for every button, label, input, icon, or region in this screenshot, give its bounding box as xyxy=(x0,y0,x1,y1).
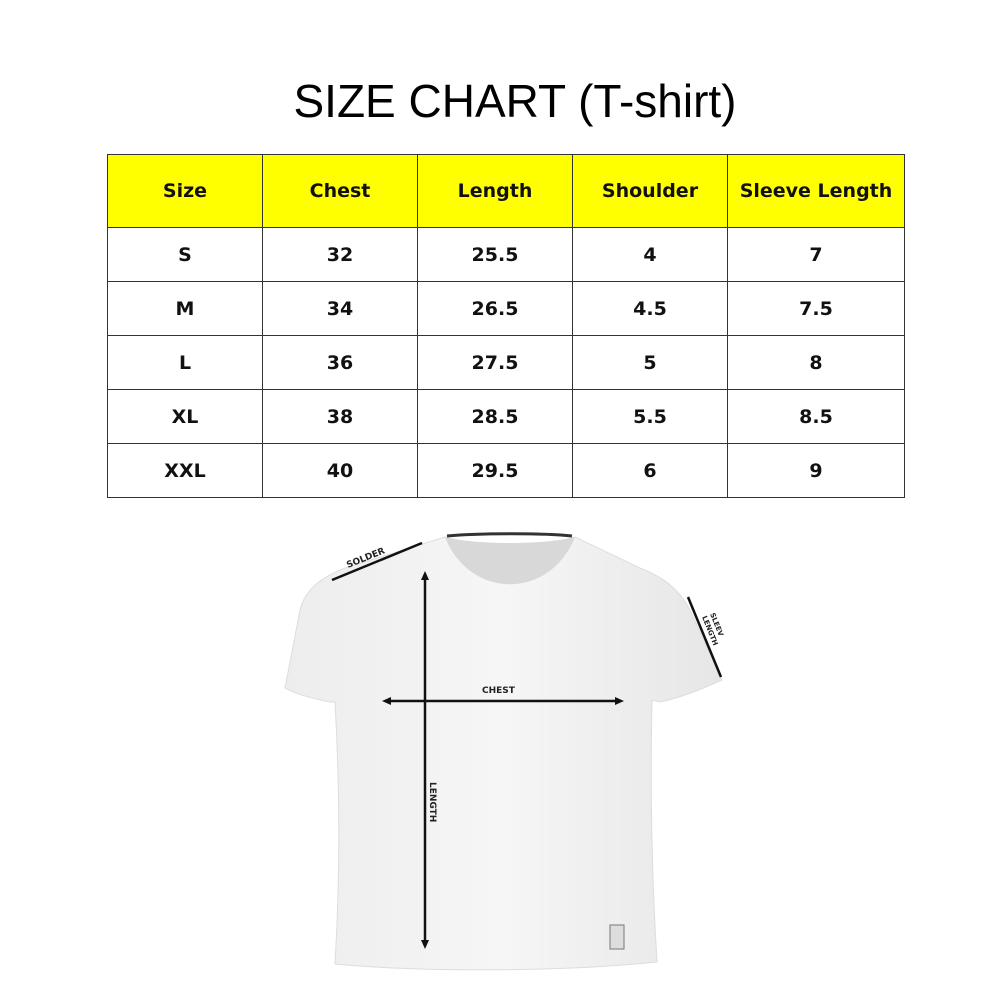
svg-text:LENGTH: LENGTH xyxy=(427,782,437,822)
header-chest: Chest xyxy=(262,154,418,228)
tshirt-shape xyxy=(284,536,723,971)
table-cell-shoulder: 6 xyxy=(572,443,728,498)
table-cell-size: S xyxy=(107,227,263,282)
table-cell-length: 25.5 xyxy=(417,227,573,282)
table-cell-size: XXL xyxy=(107,443,263,498)
table-header-row: Size Chest Length Shoulder Sleeve Length xyxy=(107,154,905,228)
table-cell-length: 26.5 xyxy=(417,281,573,336)
header-sleeve-length: Sleeve Length xyxy=(727,154,905,228)
table-cell-sleeve-length: 7.5 xyxy=(727,281,905,336)
size-table: Size Chest Length Shoulder Sleeve Length… xyxy=(107,154,905,498)
table-cell-shoulder: 4 xyxy=(572,227,728,282)
length-measure: LENGTH xyxy=(421,571,437,949)
table-cell-sleeve-length: 7 xyxy=(727,227,905,282)
table-cell-length: 27.5 xyxy=(417,335,573,390)
table-row: S 32 25.5 4 7 xyxy=(107,227,905,282)
table-cell-sleeve-length: 8.5 xyxy=(727,389,905,444)
table-cell-chest: 36 xyxy=(262,335,418,390)
header-shoulder: Shoulder xyxy=(572,154,728,228)
table-cell-size: XL xyxy=(107,389,263,444)
table-cell-shoulder: 5 xyxy=(572,335,728,390)
table-cell-chest: 32 xyxy=(262,227,418,282)
table-row: M 34 26.5 4.5 7.5 xyxy=(107,281,905,336)
collar xyxy=(445,537,575,585)
brand-tag-icon xyxy=(609,924,625,950)
table-cell-sleeve-length: 9 xyxy=(727,443,905,498)
page-title: SIZE CHART (T-shirt) xyxy=(293,75,737,127)
table-cell-shoulder: 4.5 xyxy=(572,281,728,336)
table-cell-length: 29.5 xyxy=(417,443,573,498)
header-size: Size xyxy=(107,154,263,228)
table-cell-size: M xyxy=(107,281,263,336)
table-cell-size: L xyxy=(107,335,263,390)
table-cell-chest: 40 xyxy=(262,443,418,498)
header-length: Length xyxy=(417,154,573,228)
svg-text:CHEST: CHEST xyxy=(482,686,516,696)
table-row: XXL 40 29.5 6 9 xyxy=(107,443,905,498)
table-row: XL 38 28.5 5.5 8.5 xyxy=(107,389,905,444)
table-cell-chest: 34 xyxy=(262,281,418,336)
